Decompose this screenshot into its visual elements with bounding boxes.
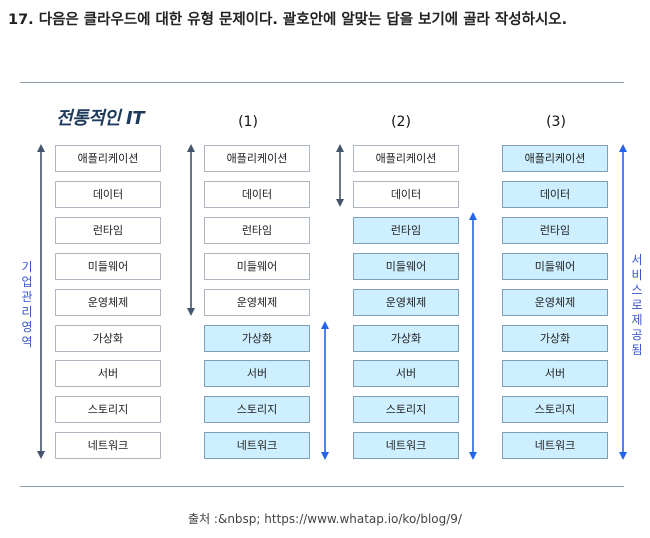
col2-layer-box: 미들웨어 [353, 252, 459, 280]
col3-layer-box: 서버 [502, 360, 608, 388]
col1-layer-box: 가상화 [204, 324, 310, 352]
col3-layer-box: 런타임 [502, 216, 608, 244]
column-label-2: (2) [391, 114, 411, 130]
col1-layer-box: 미들웨어 [204, 252, 310, 280]
col2-layer-box: 네트워크 [353, 432, 459, 460]
traditional-layer-box: 데이터 [55, 180, 161, 208]
col2-layer-box: 가상화 [353, 324, 459, 352]
col2-layer-box: 서버 [353, 360, 459, 388]
traditional-layer-box: 애플리케이션 [55, 145, 161, 172]
col1-layer-box: 런타임 [204, 216, 310, 244]
left-side-label: 기업관리영역 [21, 260, 33, 349]
col3-layer-box: 애플리케이션 [502, 145, 608, 172]
traditional-layer-box: 서버 [55, 360, 161, 388]
col3-layer-box: 미들웨어 [502, 252, 608, 280]
col1-layer-box: 네트워크 [204, 432, 310, 460]
col1-layer-box: 운영체제 [204, 288, 310, 316]
col3-layer-box: 운영체제 [502, 288, 608, 316]
col1-layer-box: 스토리지 [204, 396, 310, 424]
traditional-layer-box: 런타임 [55, 216, 161, 244]
traditional-layer-box: 미들웨어 [55, 252, 161, 280]
top-divider [20, 82, 624, 83]
col2-layer-box: 애플리케이션 [353, 145, 459, 172]
col1-layer-box: 데이터 [204, 180, 310, 208]
col3-layer-box: 네트워크 [502, 432, 608, 460]
bottom-divider [20, 486, 624, 487]
col2-layer-box: 스토리지 [353, 396, 459, 424]
col3-layer-box: 데이터 [502, 180, 608, 208]
traditional-layer-box: 가상화 [55, 324, 161, 352]
col1-layer-box: 서버 [204, 360, 310, 388]
diagram-title: 전통적인 IT [56, 108, 144, 129]
column-label-1: (1) [238, 114, 258, 130]
source-citation: 출처 :&nbsp; https://www.whatap.io/ko/blog… [188, 512, 462, 526]
col2-layer-box: 런타임 [353, 216, 459, 244]
col3-layer-box: 스토리지 [502, 396, 608, 424]
traditional-layer-box: 운영체제 [55, 288, 161, 316]
traditional-layer-box: 네트워크 [55, 432, 161, 460]
right-side-label: 서비스로제공됨 [631, 253, 643, 357]
col2-layer-box: 운영체제 [353, 288, 459, 316]
column-label-3: (3) [546, 114, 566, 130]
question-text: 17. 다음은 클라우드에 대한 유형 문제이다. 괄호안에 알맞는 답을 보기… [8, 12, 568, 28]
col2-layer-box: 데이터 [353, 180, 459, 208]
col3-layer-box: 가상화 [502, 324, 608, 352]
col1-layer-box: 애플리케이션 [204, 145, 310, 172]
traditional-layer-box: 스토리지 [55, 396, 161, 424]
